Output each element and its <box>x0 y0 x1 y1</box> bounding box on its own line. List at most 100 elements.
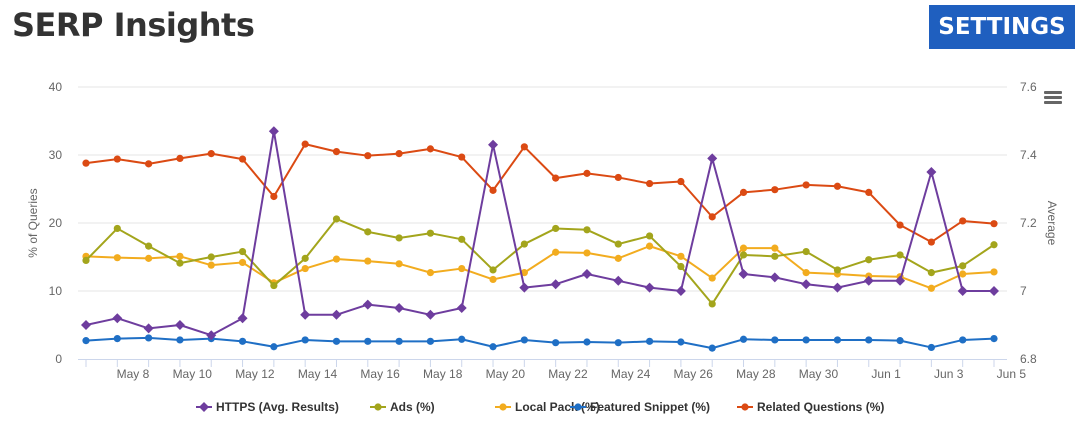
data-point-related-questions <box>896 221 904 229</box>
data-point-featured-snippet <box>896 337 904 345</box>
data-point-https <box>895 275 906 286</box>
data-point-https <box>143 323 154 334</box>
data-point-https <box>707 153 718 164</box>
data-point-featured-snippet <box>990 335 998 343</box>
data-point-local-pack <box>677 252 685 260</box>
data-point-featured-snippet <box>771 336 779 344</box>
series-line-local-pack <box>85 245 995 290</box>
data-point-local-pack <box>395 260 403 268</box>
data-point-ads <box>990 241 998 249</box>
data-point-related-questions <box>959 217 967 225</box>
data-point-local-pack <box>771 244 779 252</box>
data-point-local-pack <box>583 249 591 257</box>
y-left-tick-label: 10 <box>49 284 63 298</box>
data-point-local-pack <box>645 242 654 250</box>
data-point-https <box>644 282 655 293</box>
data-point-local-pack <box>739 244 748 252</box>
data-point-https <box>174 320 185 330</box>
y-left-tick-label: 20 <box>49 216 63 230</box>
data-point-https <box>394 303 405 313</box>
data-point-ads <box>489 266 497 274</box>
data-point-https <box>863 275 874 286</box>
data-point-featured-snippet <box>489 343 497 351</box>
data-point-https <box>488 139 499 150</box>
y-right-tick-label: 7.4 <box>1020 148 1037 162</box>
data-point-featured-snippet <box>739 335 748 343</box>
data-point-ads <box>896 251 904 259</box>
data-point-related-questions <box>802 181 810 189</box>
x-tick-label: Jun 1 <box>871 367 901 381</box>
data-point-local-pack <box>332 255 341 263</box>
page-title: SERP Insights <box>12 6 255 44</box>
legend-marker-related-questions <box>741 403 749 411</box>
y-right-tick-label: 7 <box>1020 284 1027 298</box>
data-point-related-questions <box>552 174 560 182</box>
data-point-ads <box>270 281 278 290</box>
x-tick-label: May 30 <box>799 367 839 381</box>
data-point-related-questions <box>270 192 278 201</box>
data-point-ads <box>865 256 873 264</box>
data-point-ads <box>677 262 685 271</box>
data-point-https <box>769 272 780 283</box>
x-tick-label: May 18 <box>423 367 463 381</box>
legend-label-local-pack[interactable]: Local Pack (%) <box>515 400 600 414</box>
data-point-related-questions <box>990 220 998 228</box>
data-point-related-questions <box>364 152 372 160</box>
data-point-related-questions <box>395 150 403 158</box>
legend-label-https[interactable]: HTTPS (Avg. Results) <box>216 400 339 414</box>
data-point-https <box>519 282 530 293</box>
series-line-related-questions <box>85 143 995 244</box>
data-point-related-questions <box>739 188 748 196</box>
data-point-local-pack <box>959 270 967 278</box>
x-tick-label: Jun 5 <box>997 367 1027 381</box>
hamburger-menu-icon[interactable] <box>1044 91 1062 105</box>
data-point-local-pack <box>614 254 622 262</box>
data-point-ads <box>927 269 935 277</box>
data-point-featured-snippet <box>677 338 685 346</box>
data-point-ads <box>426 229 435 237</box>
data-point-related-questions <box>113 155 121 163</box>
data-point-https <box>675 286 686 296</box>
data-point-featured-snippet <box>552 339 560 347</box>
data-point-related-questions <box>583 169 591 177</box>
legend-label-featured-snippet[interactable]: Featured Snippet (%) <box>590 400 710 414</box>
data-point-featured-snippet <box>614 339 622 347</box>
data-point-featured-snippet <box>364 337 372 345</box>
data-point-ads <box>145 242 153 250</box>
data-point-ads <box>771 252 779 260</box>
data-point-https <box>425 309 436 320</box>
data-point-featured-snippet <box>583 338 591 346</box>
data-point-https <box>738 269 749 279</box>
data-point-ads <box>332 215 341 223</box>
legend-marker-local-pack <box>499 403 507 411</box>
series-line-ads <box>85 217 995 305</box>
legend-label-related-questions[interactable]: Related Questions (%) <box>757 400 884 414</box>
y-right-tick-label: 7.6 <box>1020 80 1037 94</box>
series-line-https <box>85 130 994 337</box>
data-point-https <box>81 320 91 330</box>
data-point-related-questions <box>207 150 215 158</box>
data-point-local-pack <box>238 258 247 267</box>
settings-button[interactable]: SETTINGS <box>929 5 1075 49</box>
data-point-https <box>456 303 467 313</box>
data-point-ads <box>583 226 591 234</box>
x-tick-label: May 22 <box>548 367 588 381</box>
data-point-https <box>801 279 812 290</box>
data-point-featured-snippet <box>301 336 309 344</box>
data-point-ads <box>520 240 528 248</box>
data-point-related-questions <box>771 186 779 194</box>
legend-label-ads[interactable]: Ads (%) <box>390 400 435 414</box>
data-point-related-questions <box>865 188 873 196</box>
data-point-local-pack <box>802 269 810 277</box>
data-point-featured-snippet <box>458 335 466 343</box>
data-point-related-questions <box>238 155 247 163</box>
data-point-featured-snippet <box>927 343 935 352</box>
y-right-tick-label: 7.2 <box>1020 216 1037 230</box>
data-point-ads <box>395 234 403 242</box>
data-point-local-pack <box>145 254 153 262</box>
y-left-tick-label: 0 <box>55 352 62 366</box>
data-point-ads <box>238 247 247 256</box>
data-point-featured-snippet <box>113 335 121 343</box>
data-point-related-questions <box>301 140 309 148</box>
